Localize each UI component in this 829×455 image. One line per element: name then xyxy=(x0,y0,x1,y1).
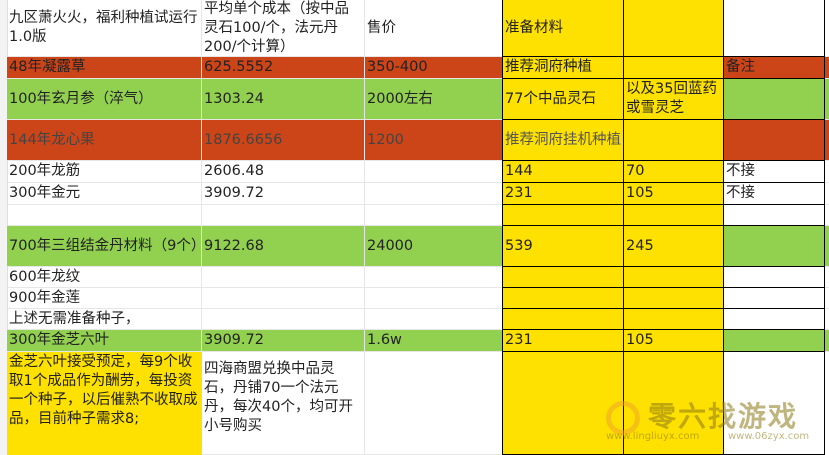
cell-b-row-8[interactable]: 9122.68 xyxy=(202,226,365,267)
cell-e-row-10[interactable] xyxy=(623,287,724,309)
cell-c-row-5[interactable] xyxy=(365,161,503,183)
cell-b-row-10[interactable] xyxy=(202,288,365,309)
cell-f-row-10[interactable] xyxy=(724,288,825,309)
cell-d-notes[interactable] xyxy=(502,351,624,455)
cell-f-row-2[interactable]: 备注 xyxy=(724,57,825,79)
cell-b-row-9[interactable] xyxy=(202,267,365,288)
cell-b-row-3[interactable]: 1303.24 xyxy=(202,79,365,120)
cell-f-row-8[interactable] xyxy=(724,226,825,267)
cell-d-row-4[interactable]: 推荐洞府挂机种植 xyxy=(502,119,624,161)
cell-f-row-4[interactable] xyxy=(724,120,825,161)
cell-g-row-4[interactable] xyxy=(825,120,829,161)
cell-a-row-12[interactable]: 300年金芝六叶 xyxy=(7,330,202,352)
header-cell-title[interactable]: 九区萧火火，福利种植试运行1.0版 xyxy=(7,0,202,57)
cell-g-row-11[interactable] xyxy=(825,309,829,330)
cell-d-row-10[interactable] xyxy=(502,287,624,309)
cell-c-row-9[interactable] xyxy=(365,267,503,288)
cell-e-notes[interactable] xyxy=(623,351,724,455)
cell-g-row-8[interactable] xyxy=(825,226,829,267)
cell-b-row-11[interactable] xyxy=(202,309,365,330)
cell-c-row-12[interactable]: 1.6w xyxy=(365,330,503,352)
cell-a-row-2[interactable]: 48年凝露草 xyxy=(7,57,202,79)
cell-g-row-5[interactable] xyxy=(825,161,829,183)
cell-b-row-6[interactable]: 3909.72 xyxy=(202,183,365,205)
cell-a-row-6[interactable]: 300年金元 xyxy=(7,183,202,205)
cell-c-row-2[interactable]: 350-400 xyxy=(365,57,503,79)
cell-d-row-5[interactable]: 144 xyxy=(502,160,624,183)
cell-f-row-5[interactable]: 不接 xyxy=(724,161,825,183)
cell-c-row-11[interactable] xyxy=(365,309,503,330)
header-cell-cost[interactable]: 平均单个成本（按中品灵石100/个，法元丹200/个计算） xyxy=(202,0,365,57)
cell-d-row-12[interactable]: 231 xyxy=(502,329,624,352)
header-cell-price[interactable]: 售价 xyxy=(365,0,503,57)
cell-e-row-7[interactable] xyxy=(623,204,724,226)
cell-b-row-7[interactable] xyxy=(202,205,365,226)
cell-e-row-9[interactable] xyxy=(623,266,724,288)
cell-f-row-11[interactable] xyxy=(724,309,825,330)
cell-g-row-3[interactable] xyxy=(825,79,829,120)
cell-f-row-9[interactable] xyxy=(724,267,825,288)
cell-a-row-5[interactable]: 200年龙筋 xyxy=(7,161,202,183)
cell-g-row-10[interactable] xyxy=(825,288,829,309)
cell-e-row-11[interactable] xyxy=(623,308,724,330)
watermark-name: 零六找游戏 xyxy=(648,400,799,433)
header-cell-materials[interactable]: 准备材料 xyxy=(502,0,624,57)
cell-b-row-4[interactable]: 1876.6656 xyxy=(202,120,365,161)
cell-a-row-4[interactable]: 144年龙心果 xyxy=(7,120,202,161)
note-preorder[interactable]: 金芝六叶接受预定，每9个收取1个成品作为酬劳，每投资一个种子，以后催熟不收取成品… xyxy=(7,352,202,455)
cell-f-row-3[interactable] xyxy=(724,79,825,120)
cell-g-row-6[interactable] xyxy=(825,183,829,205)
cell-c-row-3[interactable]: 2000左右 xyxy=(365,79,503,120)
cell-e-row-2[interactable] xyxy=(623,56,724,79)
cell-g-row-12[interactable] xyxy=(825,330,829,352)
cell-e-row-5[interactable]: 70 xyxy=(623,160,724,183)
watermark-logo-icon xyxy=(606,401,640,435)
cell-a-row-11[interactable]: 上述无需准备种子， xyxy=(7,309,202,330)
cell-c-row-6[interactable] xyxy=(365,183,503,205)
cell-f-row-6[interactable]: 不接 xyxy=(724,183,825,205)
header-cell-materials-2[interactable] xyxy=(623,0,724,57)
cell-d-row-9[interactable] xyxy=(502,266,624,288)
cell-g-row-2[interactable] xyxy=(825,57,829,79)
cell-g-row-7[interactable] xyxy=(825,205,829,226)
cell-e-row-8[interactable]: 245 xyxy=(623,225,724,267)
cell-a-row-8[interactable]: 700年三组结金丹材料（9个） xyxy=(7,226,202,267)
cell-f-row-7[interactable] xyxy=(724,205,825,226)
cell-b-row-5[interactable]: 2606.48 xyxy=(202,161,365,183)
cell-d-row-2[interactable]: 推荐洞府种植 xyxy=(502,56,624,79)
cell-d-row-6[interactable]: 231 xyxy=(502,182,624,205)
cell-b-row-12[interactable]: 3909.72 xyxy=(202,330,365,352)
cell-f-row-12[interactable] xyxy=(724,330,825,352)
cell-a-row-9[interactable]: 600年龙纹 xyxy=(7,267,202,288)
cell-e-row-4[interactable] xyxy=(623,119,724,161)
cell-d-row-8[interactable]: 539 xyxy=(502,225,624,267)
watermark-url-1: www.lingliuyx.com xyxy=(606,431,700,442)
watermark-url-2: www.06zyx.com xyxy=(728,431,810,442)
cell-a-row-3[interactable]: 100年玄月参（淬气） xyxy=(7,79,202,120)
cell-c-row-10[interactable] xyxy=(365,288,503,309)
cell-c-row-8[interactable]: 24000 xyxy=(365,226,503,267)
note-purchase[interactable]: 四海商盟兑换中品灵石，丹铺70一个法元丹，每次40个，均可开小号购买 xyxy=(202,352,365,455)
cell-e-row-3[interactable]: 以及35回蓝药或雪灵芝 xyxy=(623,78,724,120)
header-cell-g[interactable] xyxy=(825,0,829,57)
cell-d-row-7[interactable] xyxy=(502,204,624,226)
cell-a-row-7[interactable] xyxy=(7,205,202,226)
cell-c-notes[interactable] xyxy=(365,352,503,455)
cell-c-row-4[interactable]: 1200 xyxy=(365,120,503,161)
cell-e-row-6[interactable]: 105 xyxy=(623,182,724,205)
header-cell-f[interactable] xyxy=(724,0,825,57)
cell-a-row-10[interactable]: 900年金莲 xyxy=(7,288,202,309)
cell-g-row-9[interactable] xyxy=(825,267,829,288)
cell-d-row-3[interactable]: 77个中品灵石 xyxy=(502,78,624,120)
cell-e-row-12[interactable]: 105 xyxy=(623,329,724,352)
cell-b-row-2[interactable]: 625.5552 xyxy=(202,57,365,79)
cell-d-row-11[interactable] xyxy=(502,308,624,330)
watermark: 零六找游戏 www.lingliuyx.com www.06zyx.com xyxy=(606,395,809,442)
cell-c-row-7[interactable] xyxy=(365,205,503,226)
